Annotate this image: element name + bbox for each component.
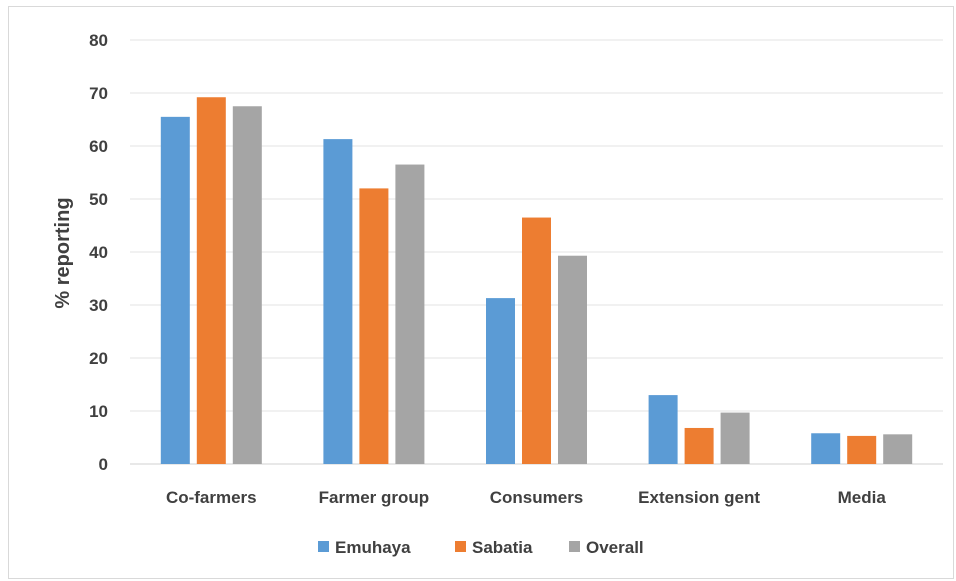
bar-overall-3: [558, 255, 587, 464]
bar-emuhaya-1: [160, 116, 190, 464]
bar-sabatia-5: [847, 435, 877, 464]
y-tick-label: 40: [89, 243, 108, 262]
legend-swatch-emuhaya: [318, 541, 329, 552]
legend-label-emuhaya: Emuhaya: [335, 538, 411, 557]
legend-swatch-sabatia: [455, 541, 466, 552]
x-tick-label: Extension gent: [638, 488, 760, 507]
bar-overall-2: [395, 164, 425, 465]
bar-emuhaya-4: [648, 395, 678, 464]
y-tick-label: 80: [89, 31, 108, 50]
y-tick-label: 70: [89, 84, 108, 103]
y-axis-label: % reporting: [52, 197, 74, 308]
legend: Emuhaya Sabatia Overall: [318, 538, 644, 557]
bar-sabatia-3: [522, 217, 551, 464]
bar-overall-1: [232, 106, 262, 464]
y-tick-label: 30: [89, 296, 108, 315]
bar-overall-4: [720, 412, 750, 464]
bar-overall-5: [883, 434, 913, 464]
x-tick-label: Farmer group: [319, 488, 430, 507]
bar-sabatia-1: [196, 97, 226, 465]
bar-sabatia-4: [684, 427, 714, 464]
gridlines: [130, 39, 943, 465]
y-tick-label: 20: [89, 349, 108, 368]
legend-swatch-overall: [569, 541, 580, 552]
bar-emuhaya-3: [486, 298, 515, 464]
x-tick-label: Co-farmers: [166, 488, 257, 507]
y-tick-label: 60: [89, 137, 108, 156]
bar-sabatia-2: [359, 188, 389, 464]
y-axis-ticks: 0 10 20 30 40 50 60 70 80: [89, 31, 108, 474]
legend-label-sabatia: Sabatia: [472, 538, 533, 557]
y-tick-label: 50: [89, 190, 108, 209]
y-tick-label: 0: [99, 455, 108, 474]
legend-label-overall: Overall: [586, 538, 644, 557]
x-tick-label: Consumers: [490, 488, 584, 507]
x-tick-label: Media: [838, 488, 887, 507]
y-tick-label: 10: [89, 402, 108, 421]
x-axis-ticks: Co-farmers Farmer group Consumers Extension…: [166, 488, 886, 507]
bars: [160, 97, 913, 465]
bar-emuhaya-2: [323, 139, 353, 465]
bar-emuhaya-5: [811, 433, 841, 464]
